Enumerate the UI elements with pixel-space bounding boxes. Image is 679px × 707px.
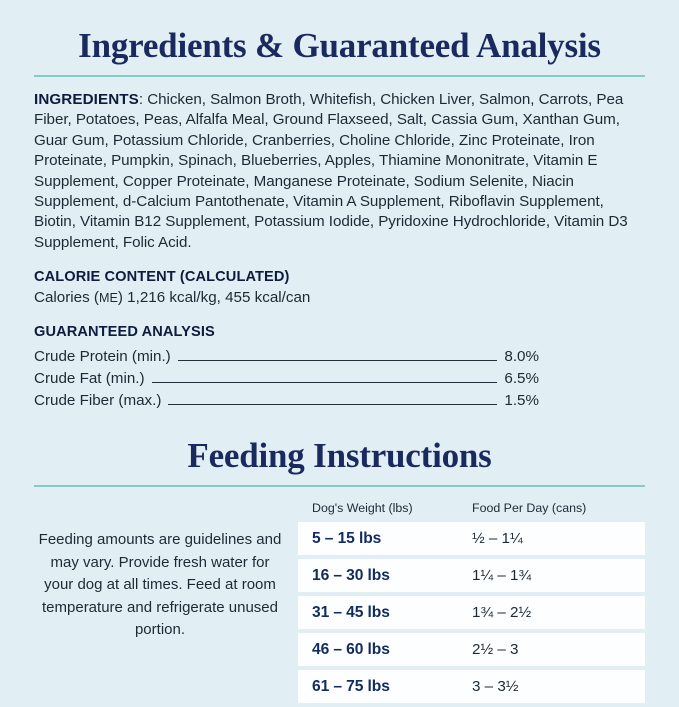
table-row: 5 – 15 lbs ½ – 1¼ xyxy=(298,522,645,556)
feeding-content: Feeding amounts are guidelines and may v… xyxy=(34,501,645,707)
guaranteed-analysis-row: Crude Protein (min.) 8.0% xyxy=(34,346,539,368)
feeding-title-divider xyxy=(34,485,645,488)
cell-food: 1¾ – 2½ xyxy=(472,604,532,622)
ingredients-paragraph: INGREDIENTS: Chicken, Salmon Broth, Whit… xyxy=(34,90,645,253)
calorie-prefix: Calories ( xyxy=(34,289,99,307)
table-row: 61 – 75 lbs 3 – 3½ xyxy=(298,670,645,704)
cell-weight: 5 – 15 lbs xyxy=(312,529,382,547)
feeding-table-header: Dog's Weight (lbs) Food Per Day (cans) xyxy=(298,501,645,522)
feeding-table: Dog's Weight (lbs) Food Per Day (cans) 5… xyxy=(292,501,645,707)
ingredients-section-title: Ingredients & Guaranteed Analysis xyxy=(78,26,601,65)
cell-weight: 61 – 75 lbs xyxy=(312,677,390,695)
nutrient-label: Crude Protein (min.) xyxy=(34,348,171,366)
table-row: 46 – 60 lbs 2½ – 3 xyxy=(298,633,645,667)
calorie-suffix: ) 1,216 kcal/kg, 455 kcal/can xyxy=(117,289,311,307)
calorie-me-unit: ME xyxy=(99,291,118,306)
guaranteed-analysis-row: Crude Fiber (max.) 1.5% xyxy=(34,390,539,412)
cell-food: 2½ – 3 xyxy=(472,641,519,659)
ingredients-title-divider xyxy=(34,75,645,77)
leader-line xyxy=(168,404,498,406)
nutrition-panel: Ingredients & Guaranteed Analysis INGRED… xyxy=(34,26,645,704)
guaranteed-analysis-list: Crude Protein (min.) 8.0% Crude Fat (min… xyxy=(34,346,539,412)
leader-line xyxy=(151,382,498,384)
ingredients-label: INGREDIENTS xyxy=(34,91,139,108)
cell-food: 1¼ – 1¾ xyxy=(472,567,532,585)
column-header-weight: Dog's Weight (lbs) xyxy=(312,501,413,516)
cell-weight: 46 – 60 lbs xyxy=(312,640,390,658)
nutrient-value: 6.5% xyxy=(504,370,539,388)
leader-line xyxy=(177,360,498,362)
feeding-section-title: Feeding Instructions xyxy=(187,436,492,476)
feeding-note-text: Feeding amounts are guidelines and may v… xyxy=(38,531,282,639)
guaranteed-analysis-heading: GUARANTEED ANALYSIS xyxy=(34,324,215,341)
table-row: 31 – 45 lbs 1¾ – 2½ xyxy=(298,596,645,630)
nutrient-label: Crude Fat (min.) xyxy=(34,370,145,388)
table-row: 16 – 30 lbs 1¼ – 1¾ xyxy=(298,559,645,593)
column-header-food: Food Per Day (cans) xyxy=(472,501,587,516)
cell-food: ½ – 1¼ xyxy=(472,530,523,548)
cell-food: 3 – 3½ xyxy=(472,678,519,696)
ingredients-body-text: : Chicken, Salmon Broth, Whitefish, Chic… xyxy=(34,91,628,251)
calorie-content-value: Calories (ME) 1,216 kcal/kg, 455 kcal/ca… xyxy=(34,288,645,308)
calorie-content-heading: CALORIE CONTENT (CALCULATED) xyxy=(34,269,290,286)
nutrient-value: 1.5% xyxy=(504,392,539,410)
cell-weight: 16 – 30 lbs xyxy=(312,566,390,584)
guaranteed-analysis-row: Crude Fat (min.) 6.5% xyxy=(34,368,539,390)
nutrient-label: Crude Fiber (max.) xyxy=(34,392,162,410)
nutrient-value: 8.0% xyxy=(504,348,539,366)
cell-weight: 31 – 45 lbs xyxy=(312,603,390,621)
